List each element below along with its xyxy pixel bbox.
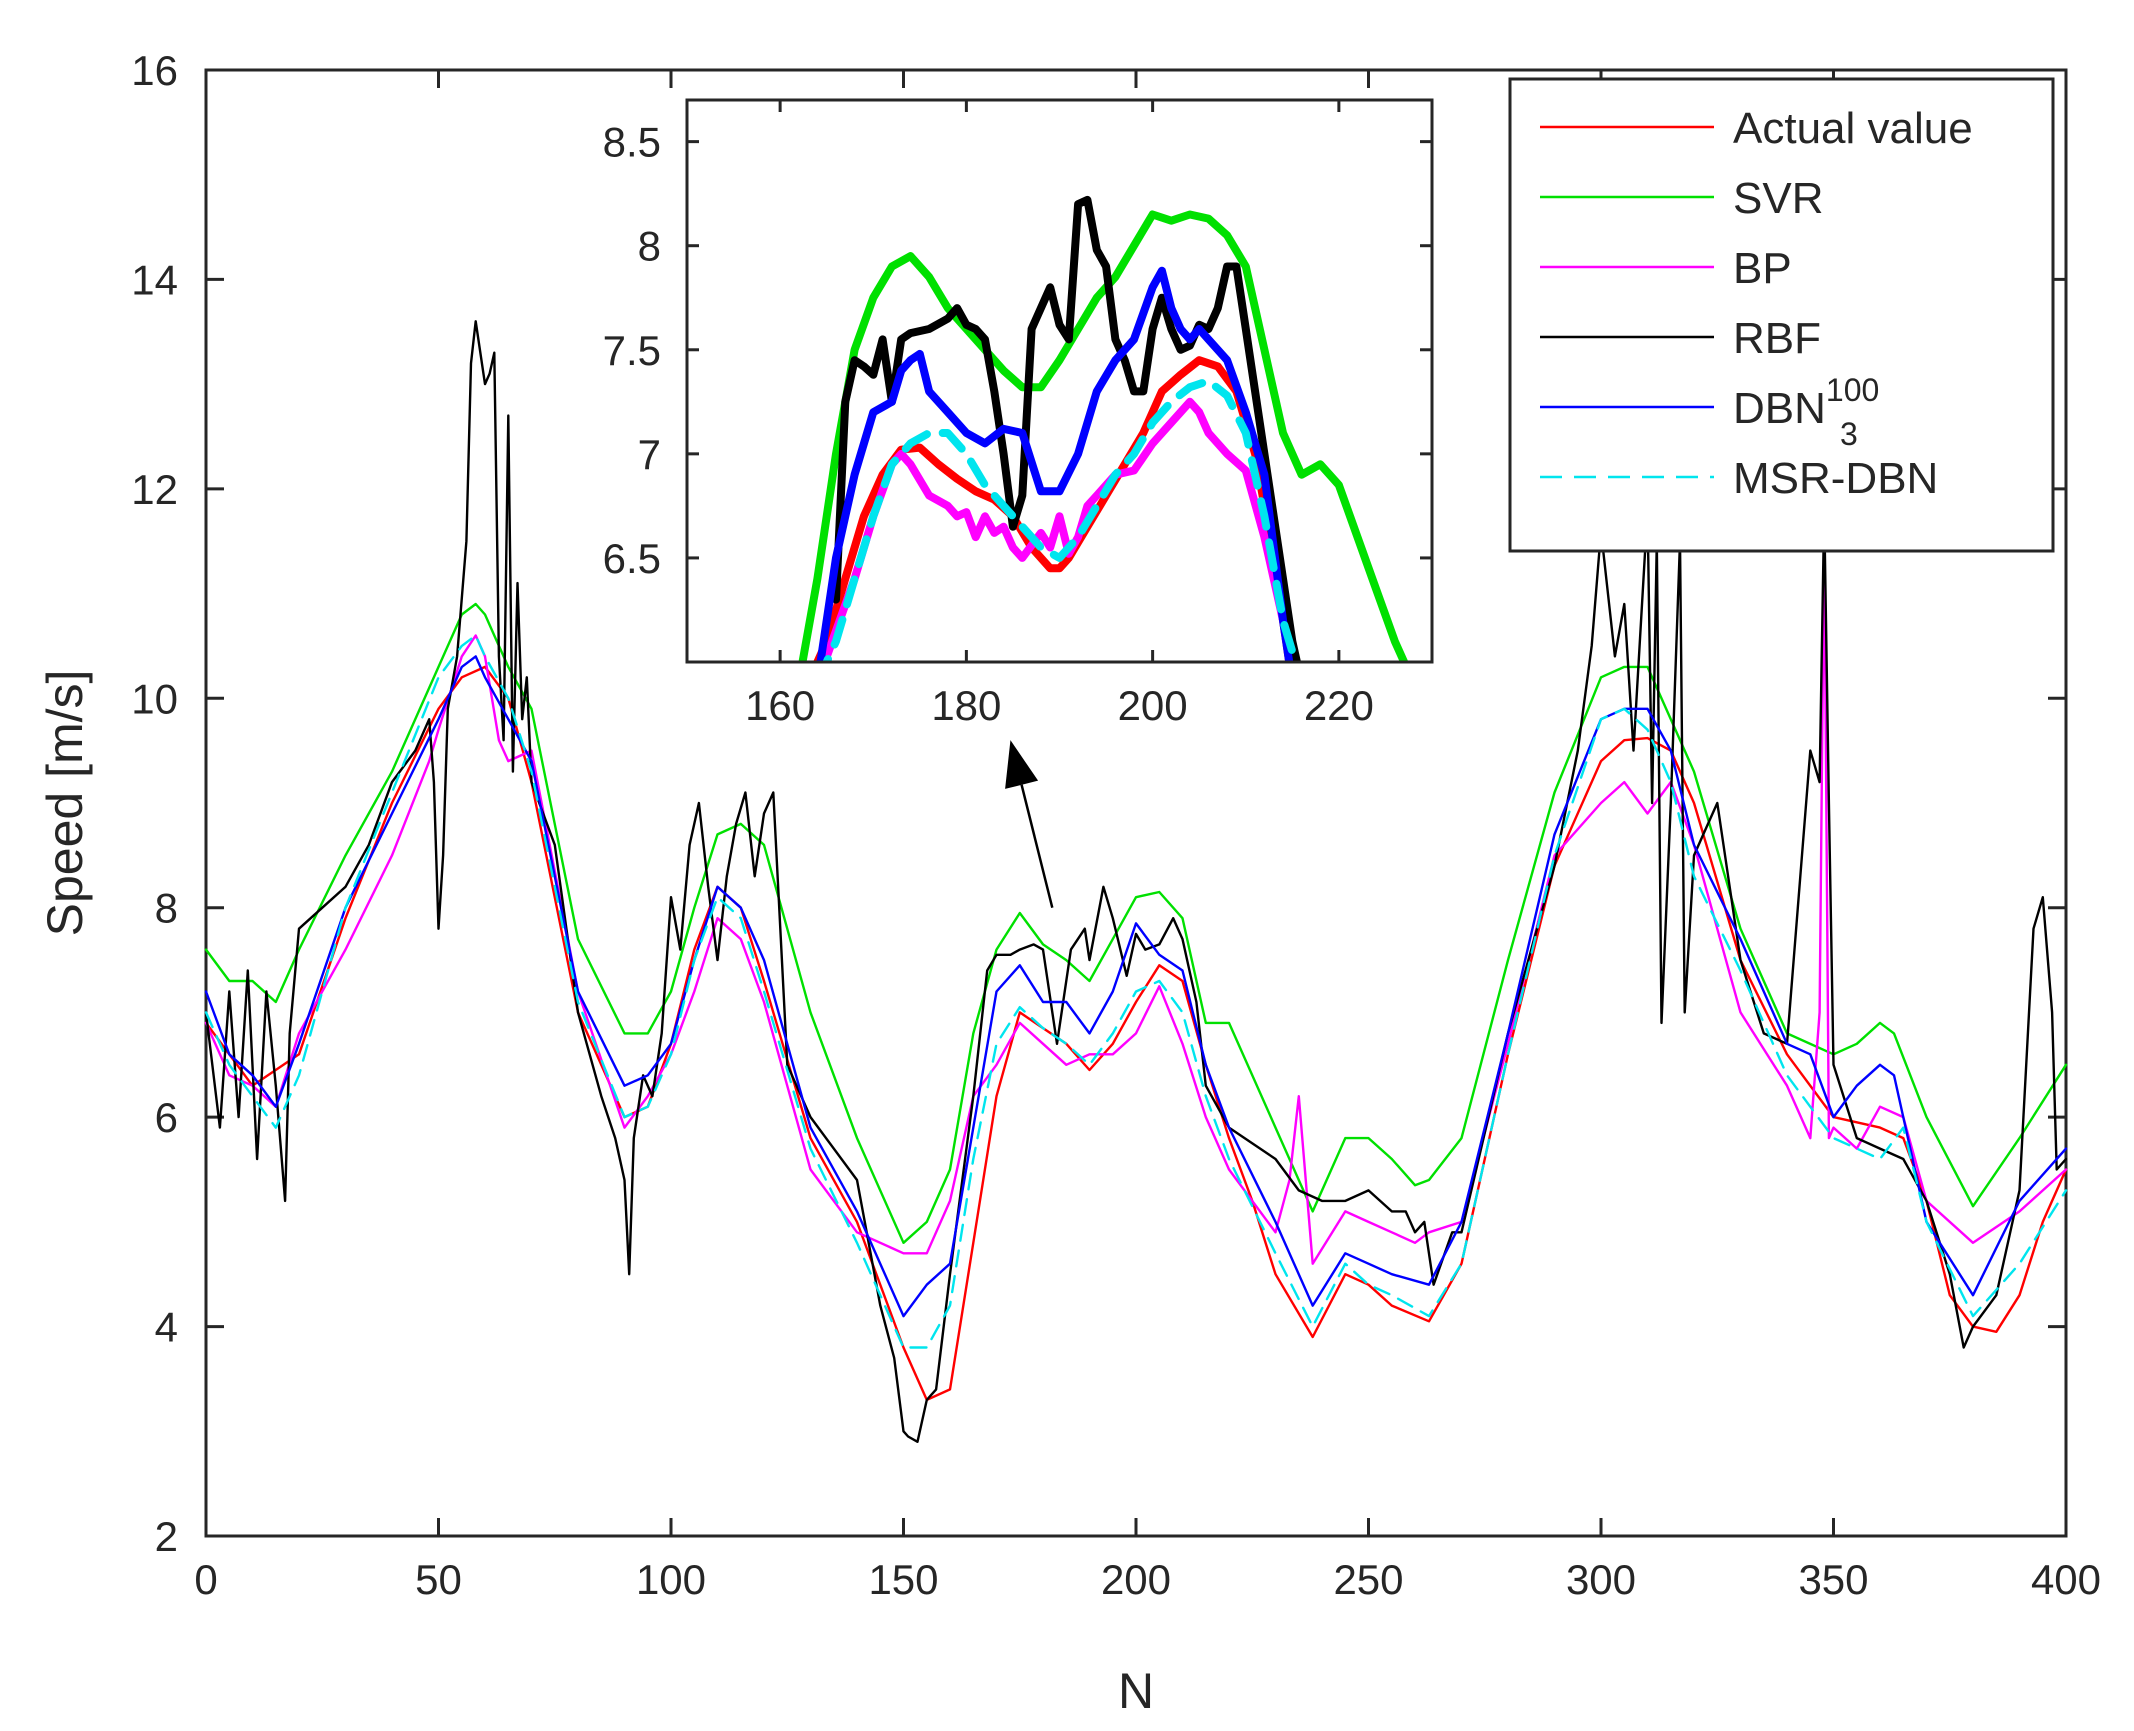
- inset-series-line-msr-dbn: [822, 377, 1300, 662]
- y-tick-label: 6: [155, 1094, 178, 1141]
- series-line-dbn-3-100: [204, 655, 2068, 1318]
- inset-plot-area: 160 180 200 220 6.5 7 7.5 8 8.5: [603, 98, 1434, 729]
- arrow-shaft: [1020, 784, 1054, 909]
- main-ticks: [204, 68, 2068, 1538]
- legend-item: SVR: [1540, 174, 1823, 223]
- x-axis-label: N: [1118, 1663, 1154, 1719]
- legend-label: DBN100 3: [1733, 372, 1879, 452]
- y-tick-label: 14: [131, 256, 178, 303]
- x-tick-label: 150: [868, 1556, 938, 1603]
- inset-background: [687, 100, 1432, 662]
- inset-pointer-arrow: [1005, 740, 1054, 909]
- arrow-head: [1005, 740, 1039, 789]
- inset-axes-frame: [685, 98, 1434, 664]
- inset-tick-labels: 160 180 200 220 6.5 7 7.5 8 8.5: [603, 119, 1374, 729]
- inset-y-tick-label: 7: [638, 431, 661, 478]
- x-tick-label: 200: [1101, 1556, 1171, 1603]
- y-axis-label: Speed [m/s]: [37, 670, 93, 937]
- main-tick-labels: 0 50 100 150 200 250 300 350 400 2 4 6 8 10 12 14 16: [131, 47, 2101, 1603]
- inset-series-line-dbn-3-100: [816, 266, 1294, 662]
- series-line-bp: [204, 529, 2068, 1265]
- x-tick-label: 300: [1566, 1556, 1636, 1603]
- legend-item: MSR-DBN: [1540, 454, 1938, 503]
- legend-item: BP: [1540, 244, 1792, 293]
- main-plot-area: 0 50 100 150 200 250 300 350 400 2 4 6 8 10 12 14 16: [131, 47, 2101, 1603]
- legend-label: Actual value: [1733, 104, 1973, 153]
- inset-x-tick-label: 180: [931, 682, 1001, 729]
- y-tick-label: 2: [155, 1513, 178, 1560]
- inset-y-tick-label: 7.5: [603, 327, 661, 374]
- series-line-rbf: [204, 320, 2068, 1444]
- legend-label: MSR-DBN: [1733, 454, 1938, 503]
- legend-label: SVR: [1733, 174, 1823, 223]
- x-tick-label: 250: [1333, 1556, 1403, 1603]
- inset-series-line-rbf: [832, 195, 1302, 662]
- inset-x-tick-label: 200: [1118, 682, 1188, 729]
- x-tick-label: 0: [194, 1556, 217, 1603]
- legend-item: RBF: [1540, 314, 1821, 363]
- legend-item: DBN100 3: [1540, 372, 1879, 452]
- y-tick-label: 8: [155, 885, 178, 932]
- legend-box: [1508, 77, 2055, 553]
- inset-x-tick-label: 220: [1304, 682, 1374, 729]
- legend-label: RBF: [1733, 314, 1821, 363]
- legend-item: Actual value: [1540, 104, 1973, 153]
- legend-label: BP: [1733, 244, 1792, 293]
- inset-ticks: [687, 100, 1432, 662]
- x-tick-label: 400: [2031, 1556, 2101, 1603]
- inset-y-tick-label: 8: [638, 223, 661, 270]
- x-tick-label: 350: [1798, 1556, 1868, 1603]
- inset-x-tick-label: 160: [745, 682, 815, 729]
- inset-series: [798, 195, 1409, 662]
- y-tick-label: 4: [155, 1304, 178, 1351]
- series-line-actual-value: [204, 665, 2068, 1402]
- y-tick-label: 16: [131, 47, 178, 94]
- y-tick-label: 10: [131, 675, 178, 722]
- inset-y-tick-label: 8.5: [603, 119, 661, 166]
- y-tick-label: 12: [131, 466, 178, 513]
- series-line-msr-dbn: [204, 634, 2068, 1349]
- x-tick-label: 50: [415, 1556, 462, 1603]
- x-tick-label: 100: [636, 1556, 706, 1603]
- inset-y-tick-label: 6.5: [603, 535, 661, 582]
- main-series: [204, 320, 2068, 1444]
- inset-series-line-bp: [820, 397, 1300, 662]
